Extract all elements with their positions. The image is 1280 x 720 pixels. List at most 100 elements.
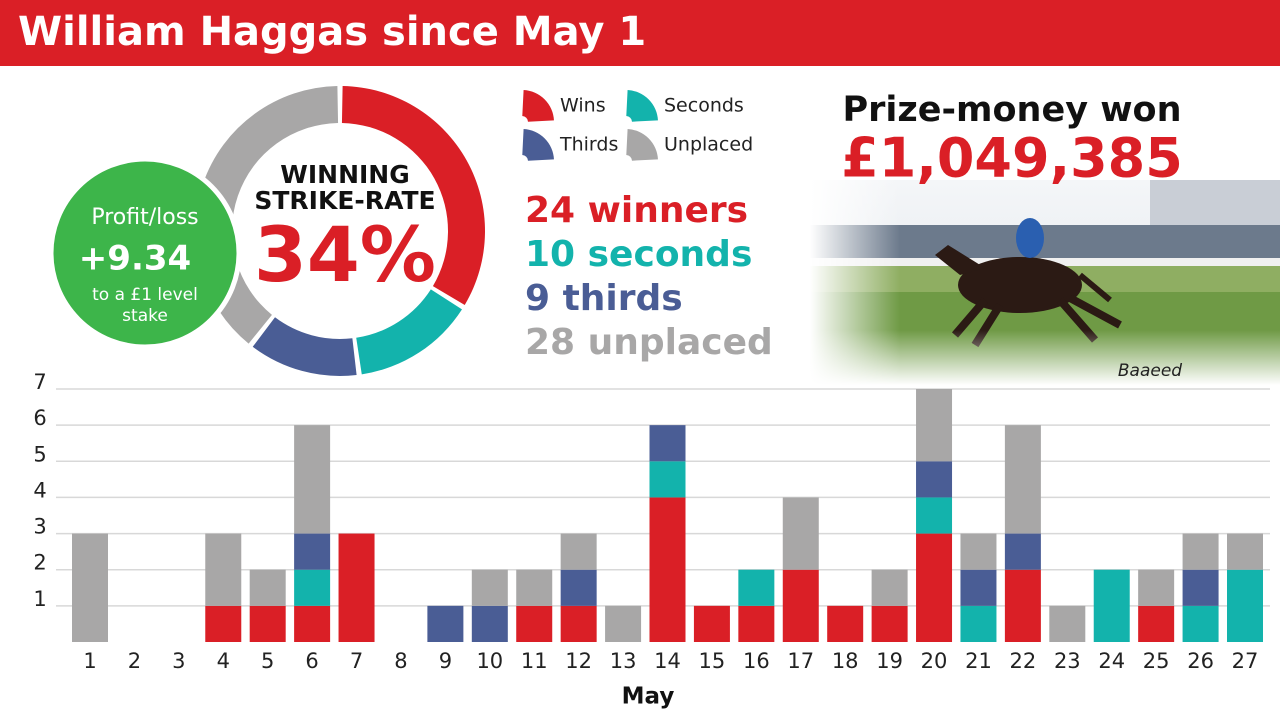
x-tick-label: 26 <box>1187 649 1214 673</box>
bar-segment <box>782 569 819 642</box>
bar-segment <box>471 569 508 606</box>
bar-segment <box>960 605 997 642</box>
value-label: 10 seconds <box>525 234 752 275</box>
x-axis-label: May <box>622 684 675 710</box>
prize-label: Prize-money won <box>842 90 1181 130</box>
value-label: 9 thirds <box>525 278 683 319</box>
y-tick-label: 4 <box>33 478 46 502</box>
x-tick-label: 2 <box>128 649 141 673</box>
bar-segment <box>1004 425 1041 534</box>
bar-segment <box>294 605 331 642</box>
legend-label: Wins <box>560 95 606 117</box>
legend-label: Unplaced <box>664 134 753 156</box>
bar-segment <box>649 497 686 642</box>
profit-circle <box>48 156 242 350</box>
bar-segment <box>693 605 730 642</box>
x-tick-label: 4 <box>217 649 230 673</box>
legend-swatch <box>522 90 554 122</box>
legend-label: Seconds <box>664 95 744 117</box>
profit-value: +9.34 <box>79 239 191 279</box>
bar-segment <box>1182 533 1219 570</box>
donut-center-label: 34% <box>254 210 436 299</box>
bar-segment <box>1004 533 1041 570</box>
donut-title: WINNING <box>280 160 409 189</box>
bar-segment <box>916 461 953 498</box>
bar-segment <box>249 569 286 606</box>
bar-segment <box>516 569 553 606</box>
bar-segment <box>294 569 331 606</box>
x-tick-label: 23 <box>1054 649 1081 673</box>
legend-swatch <box>522 129 554 161</box>
x-tick-label: 27 <box>1232 649 1259 673</box>
x-tick-label: 25 <box>1143 649 1170 673</box>
y-tick-label: 6 <box>33 406 46 430</box>
bar-segment <box>738 569 775 606</box>
bar-segment <box>338 533 375 642</box>
donut-title: STRIKE-RATE <box>254 186 435 215</box>
y-tick-label: 7 <box>33 370 46 394</box>
value-label: 28 unplaced <box>525 322 773 363</box>
bar-segment <box>1227 533 1263 570</box>
x-tick-label: 21 <box>965 649 992 673</box>
donut-segment <box>341 86 485 305</box>
x-tick-label: 19 <box>876 649 903 673</box>
x-tick-label: 12 <box>565 649 592 673</box>
x-tick-label: 6 <box>305 649 318 673</box>
x-tick-label: 22 <box>1010 649 1037 673</box>
header-title: William Haggas since May 1 <box>18 9 646 55</box>
x-tick-label: 9 <box>439 649 452 673</box>
bar-segment <box>916 497 953 534</box>
donut-segment <box>356 289 462 375</box>
header-bar <box>0 0 1280 66</box>
bar-segment <box>471 605 508 642</box>
bar-segment <box>916 389 953 462</box>
bar-segment <box>294 533 331 570</box>
bar-segment <box>738 605 775 642</box>
donut-segment <box>252 317 357 377</box>
profit-note: stake <box>122 306 168 326</box>
x-tick-label: 18 <box>832 649 859 673</box>
legend-swatch <box>626 129 658 161</box>
bar-segment <box>72 533 108 642</box>
profit-note: to a £1 level <box>92 285 198 305</box>
x-tick-label: 8 <box>394 649 407 673</box>
bar-segment <box>916 533 953 642</box>
bar-segment <box>205 533 242 606</box>
x-tick-label: 7 <box>350 649 363 673</box>
bar-segment <box>871 569 908 606</box>
bar-segment <box>1004 569 1041 642</box>
legend-label: Thirds <box>559 134 618 156</box>
photo <box>810 180 1280 385</box>
bar-segment <box>1182 605 1219 642</box>
x-tick-label: 24 <box>1098 649 1125 673</box>
bar-segment <box>427 605 464 642</box>
value-label: 24 winners <box>525 190 748 231</box>
bar-segment <box>827 605 864 642</box>
x-tick-label: 16 <box>743 649 770 673</box>
x-tick-label: 17 <box>787 649 814 673</box>
legend-swatch <box>626 90 658 122</box>
bar-segment <box>1138 569 1175 606</box>
profit-label: Profit/loss <box>91 205 198 230</box>
x-tick-label: 15 <box>699 649 726 673</box>
bar-segment <box>782 497 819 570</box>
x-tick-label: 13 <box>610 649 637 673</box>
y-tick-label: 5 <box>33 442 46 466</box>
x-tick-label: 3 <box>172 649 185 673</box>
bar-segment <box>649 425 686 462</box>
bar-segment <box>1049 605 1086 642</box>
bar-segment <box>960 533 997 570</box>
x-tick-label: 20 <box>921 649 948 673</box>
bar-segment <box>1093 569 1130 642</box>
bar-segment <box>605 605 642 642</box>
bar-segment <box>871 605 908 642</box>
bar-segment <box>516 605 553 642</box>
y-tick-label: 3 <box>33 515 46 539</box>
bar-segment <box>1138 605 1175 642</box>
prize-value: £1,049,385 <box>841 127 1183 190</box>
x-tick-label: 5 <box>261 649 274 673</box>
bar-segment <box>560 569 597 606</box>
x-tick-label: 1 <box>83 649 96 673</box>
photo-caption: Baaeed <box>1118 361 1182 381</box>
